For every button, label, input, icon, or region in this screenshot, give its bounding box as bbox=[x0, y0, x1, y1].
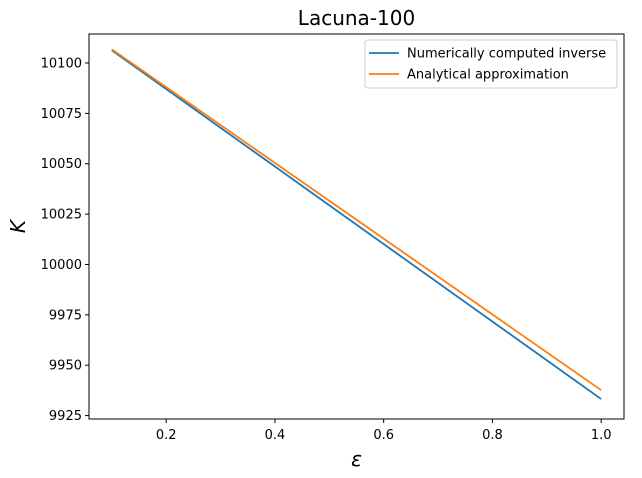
axes-frame bbox=[88, 33, 625, 420]
y-tick-label: 10000 bbox=[41, 258, 82, 273]
x-axis-label: ε bbox=[351, 447, 362, 471]
x-tick-label: 0.8 bbox=[482, 428, 503, 443]
chart-title: Lacuna-100 bbox=[298, 6, 415, 30]
series-line-0 bbox=[111, 49, 602, 400]
y-tick-label: 9925 bbox=[49, 409, 82, 424]
legend-box bbox=[364, 39, 618, 89]
legend: Numerically computed inverse Analytical … bbox=[364, 39, 618, 89]
plot-area bbox=[88, 33, 625, 420]
legend-entry-analytical: Analytical approximation bbox=[407, 68, 569, 83]
y-tick-label: 9975 bbox=[49, 308, 82, 323]
y-tick-label: 10100 bbox=[41, 57, 82, 72]
y-tick-label: 10075 bbox=[41, 107, 82, 122]
y-tick-label: 10050 bbox=[41, 157, 82, 172]
x-axis-ticks: 0.2 0.4 0.6 0.8 1.0 bbox=[156, 419, 612, 443]
x-tick-label: 0.2 bbox=[156, 428, 177, 443]
x-tick-label: 1.0 bbox=[591, 428, 612, 443]
y-tick-label: 9950 bbox=[49, 359, 82, 374]
series-layer bbox=[111, 48, 602, 400]
y-axis-label: K bbox=[6, 218, 30, 233]
legend-entry-numerical: Numerically computed inverse bbox=[407, 47, 606, 62]
y-tick-label: 10025 bbox=[41, 208, 82, 223]
x-tick-label: 0.4 bbox=[265, 428, 286, 443]
series-line-1 bbox=[111, 48, 602, 391]
x-tick-label: 0.6 bbox=[373, 428, 394, 443]
y-axis-ticks: 9925 9950 9975 10000 10025 10050 10075 10100 bbox=[41, 57, 89, 424]
